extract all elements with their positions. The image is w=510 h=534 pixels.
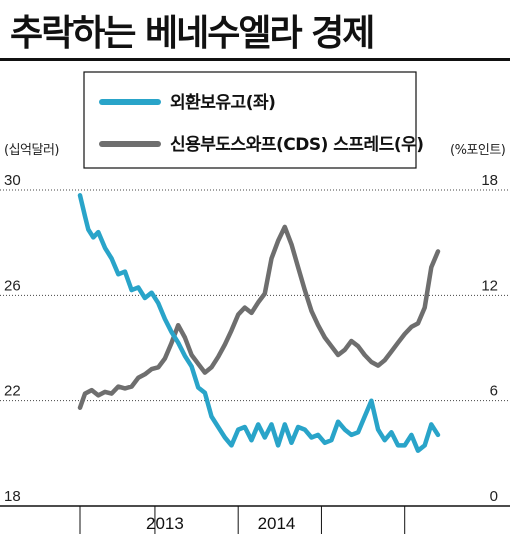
y-right-tick-label: 18 bbox=[481, 172, 498, 189]
y-left-ticks: 30 26 22 18 bbox=[4, 172, 21, 505]
legend-label-cds: 신용부도스와프(CDS) 스프레드(우) bbox=[170, 135, 424, 155]
x-axis-ticks: 2013 2014 bbox=[79, 506, 406, 534]
gridlines bbox=[0, 189, 510, 402]
y-right-tick-label: 12 bbox=[481, 277, 498, 294]
series-line-fx-reserves bbox=[77, 193, 441, 453]
y-left-tick-label: 26 bbox=[4, 277, 21, 294]
title-rule bbox=[0, 58, 510, 61]
x-tick-label: 2014 bbox=[258, 514, 296, 533]
y-right-tick-label: 6 bbox=[490, 383, 498, 400]
legend-box bbox=[83, 71, 417, 169]
y-right-unit: (%포인트) bbox=[450, 143, 505, 158]
series-line-cds-spread bbox=[77, 224, 441, 410]
series-lines bbox=[77, 193, 441, 453]
y-right-ticks: 18 12 6 0 bbox=[481, 172, 498, 505]
legend-label-fx: 외환보유고(좌) bbox=[170, 93, 275, 113]
y-left-tick-label: 18 bbox=[4, 488, 21, 505]
y-left-tick-label: 22 bbox=[4, 383, 21, 400]
x-tick-label: 2013 bbox=[146, 514, 184, 533]
y-left-unit: (십억달러) bbox=[4, 143, 59, 158]
page-title: 추락하는 베네수엘라 경제 bbox=[10, 13, 375, 54]
y-left-tick-label: 30 bbox=[4, 172, 21, 189]
y-right-tick-label: 0 bbox=[490, 488, 498, 505]
